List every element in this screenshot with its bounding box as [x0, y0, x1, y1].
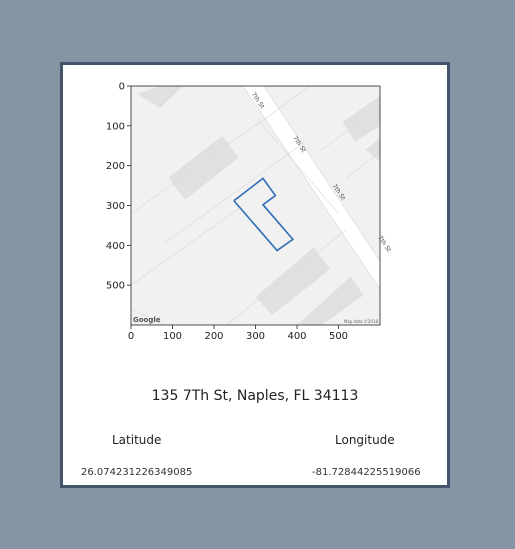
- y-tick-label: 100: [106, 121, 125, 132]
- building-shape: [342, 95, 380, 142]
- x-tick-label: 500: [329, 331, 348, 342]
- map-data-text: Map data ©2018: [344, 319, 379, 324]
- latitude-label: Latitude: [112, 433, 162, 447]
- location-card: 7th St 7th St 7th St 7th St Google Map data ©…: [60, 62, 450, 488]
- y-tick-label: 300: [106, 201, 125, 212]
- y-tick-label: 400: [106, 241, 125, 252]
- longitude-label: Longitude: [335, 433, 395, 447]
- google-logo: Google: [133, 316, 161, 324]
- x-tick-label: 100: [163, 331, 182, 342]
- latitude-value: 26.074231226349085: [81, 467, 193, 478]
- parcel-outline: [233, 177, 295, 252]
- road-edge: [242, 85, 381, 290]
- y-tick-label: 500: [106, 281, 125, 292]
- road-edge: [263, 85, 381, 262]
- building-shape: [137, 86, 183, 108]
- parcel-polygon: [233, 177, 295, 252]
- parcel-line: [259, 121, 339, 214]
- x-tick-label: 0: [128, 331, 134, 342]
- longitude-value: -81.72844225519066: [312, 467, 421, 478]
- parcel-line: [346, 151, 381, 178]
- x-tick-label: 200: [204, 331, 223, 342]
- x-tick-label: 400: [287, 331, 306, 342]
- building-shape: [255, 247, 331, 316]
- address-text: 135 7Th St, Naples, FL 34113: [151, 388, 359, 404]
- building-shape: [365, 137, 380, 162]
- parcel-line: [226, 229, 347, 326]
- parcel-line: [164, 141, 306, 244]
- y-axis: 0 100 200 300 400 500: [106, 82, 131, 292]
- y-tick-label: 200: [106, 161, 125, 172]
- parcel-line: [130, 121, 260, 214]
- building-shape: [168, 135, 239, 200]
- parcel-line: [130, 205, 244, 286]
- building-shape: [297, 276, 364, 325]
- x-tick-label: 300: [246, 331, 265, 342]
- parcel-line: [321, 109, 377, 150]
- parcel-line: [255, 85, 310, 127]
- x-axis: 0 100 200 300 400 500: [128, 325, 348, 342]
- y-tick-label: 0: [119, 82, 125, 93]
- parcel-line: [130, 308, 165, 326]
